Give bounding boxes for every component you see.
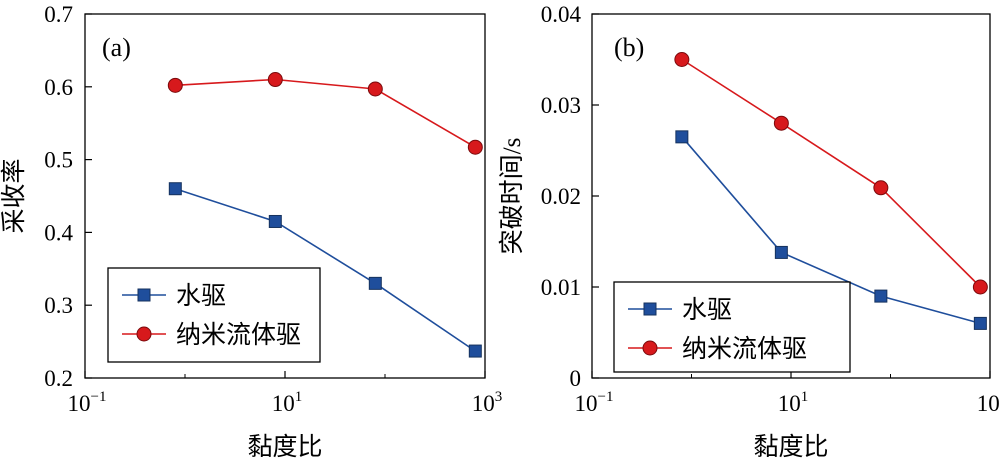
y-tick-label: 0.03 — [541, 93, 581, 118]
data-point — [267, 72, 283, 88]
x-tick-label: 103 — [977, 389, 1000, 416]
y-axis-title: 采收率 — [0, 158, 28, 233]
legend-marker — [137, 288, 151, 302]
x-axis-title: 黏度比 — [247, 433, 322, 461]
chart-panel-1: 0.2 0.3 0.4 0.5 0.6 0.7 10−1 101 103 (a) 黏度比 采收率水驱纳… — [0, 2, 502, 461]
series-line — [681, 136, 981, 325]
legend-box — [613, 281, 851, 373]
data-point — [874, 289, 888, 303]
legend-label: 纳米流体驱 — [176, 321, 301, 349]
legend-entry: 水驱 — [628, 296, 732, 324]
y-tick-label: 0.7 — [44, 2, 73, 27]
panel-label: (b) — [614, 33, 644, 62]
legend-marker — [642, 340, 658, 356]
data-point — [268, 214, 282, 228]
series-1 — [168, 182, 482, 358]
data-point — [675, 130, 689, 144]
y-tick-label: 0 — [570, 366, 582, 391]
data-point — [773, 115, 789, 131]
data-point — [168, 182, 182, 196]
y-tick-label: 0.2 — [44, 366, 73, 391]
y-tick-label: 0.6 — [44, 75, 73, 100]
legend-entry: 水驱 — [122, 282, 226, 310]
series-line — [175, 187, 476, 352]
legend-marker — [643, 302, 657, 316]
y-tick-label: 0.01 — [541, 275, 581, 300]
data-point — [368, 276, 382, 290]
x-tick-label: 10−1 — [68, 389, 107, 416]
legend-entry: 纳米流体驱 — [628, 335, 807, 363]
x-axis-title: 黏度比 — [753, 433, 828, 461]
data-point — [167, 77, 183, 93]
data-point — [973, 316, 987, 330]
legend-box — [107, 267, 321, 363]
y-tick-label: 0.5 — [44, 148, 73, 173]
y-tick-label: 0.4 — [44, 220, 73, 245]
x-tick-label: 10−1 — [575, 389, 614, 416]
data-point — [873, 180, 889, 196]
series-2 — [674, 52, 988, 295]
x-tick-label: 103 — [472, 389, 503, 416]
y-axis-title: 突破时间/s — [498, 138, 526, 255]
legend-entry: 纳米流体驱 — [122, 321, 301, 349]
x-tick-label: 101 — [272, 389, 303, 416]
panel-label: (a) — [102, 33, 131, 62]
data-point — [467, 139, 483, 155]
x-tick-label: 101 — [778, 389, 809, 416]
data-point — [674, 52, 690, 67]
y-tick-label: 0.04 — [541, 2, 582, 27]
series-1 — [675, 130, 987, 330]
y-tick-label: 0.3 — [44, 293, 73, 318]
series-line — [175, 78, 476, 148]
chart-panel-2: 0 0.01 0.02 0.03 0.04 10−1 101 103 (b) 黏度比 突破时间/s 水… — [498, 2, 1000, 461]
y-tick-label: 0.02 — [541, 184, 581, 209]
data-point — [468, 344, 482, 358]
data-point — [972, 279, 988, 295]
data-point — [774, 245, 788, 259]
series-line — [681, 58, 981, 288]
legend-label: 水驱 — [176, 282, 226, 310]
data-point — [367, 81, 383, 97]
legend-label: 水驱 — [682, 296, 732, 324]
legend-label: 纳米流体驱 — [682, 335, 807, 363]
series-2 — [167, 72, 483, 155]
legend-marker — [136, 326, 152, 342]
